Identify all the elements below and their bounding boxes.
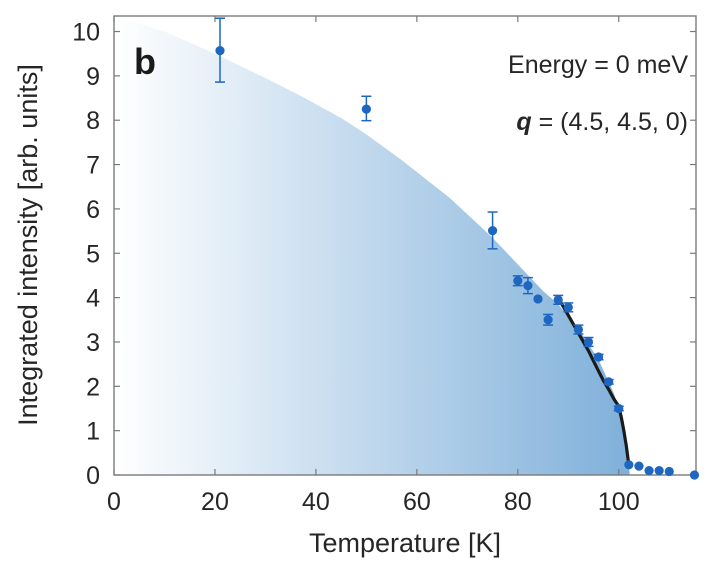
marker [634,461,644,471]
data-point [487,211,498,250]
marker [689,470,700,480]
marker [593,352,604,362]
marker [361,104,371,114]
marker [614,403,624,414]
data-point [573,324,584,335]
data-point [361,95,372,122]
data-point [543,313,554,326]
marker [215,45,225,56]
data-point [512,275,523,287]
fit-line [556,296,631,467]
y-tick-label: 1 [86,418,100,446]
data-point [644,465,654,476]
data-point [553,294,564,306]
data-point [664,466,674,477]
marker [543,315,553,325]
y-tick-label: 10 [72,19,100,47]
y-tick-label: 4 [86,285,100,313]
marker [487,226,498,236]
panel-label: b [134,41,156,82]
energy-annotation: Energy = 0 meV [508,51,688,79]
data-point [533,294,543,304]
y-tick-label: 6 [86,196,100,224]
marker [624,460,634,470]
marker [583,337,594,347]
x-tick-label: 0 [107,488,121,516]
data-point [654,465,664,476]
y-tick-label: 9 [86,63,100,91]
marker [654,465,664,476]
data-point [563,302,574,313]
marker [573,324,583,335]
y-tick-label: 2 [86,373,100,401]
data-point [603,377,614,387]
q-symbol: q [516,108,531,136]
y-tick-label: 0 [86,462,100,490]
marker [553,295,563,305]
data-point [593,352,604,362]
marker [563,302,573,312]
data-point [624,460,634,470]
axes-box [113,15,697,476]
marker [644,465,654,476]
data-point [689,470,700,480]
q-annotation: q = (4.5, 4.5, 0) [516,108,688,136]
y-tick-label: 8 [86,107,100,135]
data-point [215,17,226,83]
x-tick-label: 60 [403,488,431,516]
y-axis-label: Integrated intensity [arb. units] [13,64,43,426]
marker [664,466,674,477]
data-point [634,461,644,471]
q-value: = (4.5, 4.5, 0) [532,108,688,136]
data-points-layer [215,17,700,480]
x-axis-label: Temperature [K] [309,528,501,558]
marker [523,281,533,291]
marker [513,276,523,286]
x-tick-label: 80 [504,488,532,516]
fit-line-layer [556,296,631,467]
y-tick-label: 7 [86,152,100,180]
marker [604,377,614,387]
shaded-area-layer [114,16,630,475]
text-layer: b Energy = 0 meV q = (4.5, 4.5, 0) Tempe… [13,41,688,558]
axes: 0 20 40 60 80 100 0 1 2 3 4 5 6 7 8 9 10 [72,15,697,516]
data-point [613,403,624,414]
x-tick-label: 20 [201,488,229,516]
x-tick-label: 40 [302,488,330,516]
shaded-area [114,16,630,475]
marker [533,294,543,304]
y-tick-label: 3 [86,329,100,357]
data-point [583,336,594,348]
x-tick-label: 100 [598,488,640,516]
y-tick-label: 5 [86,240,100,268]
data-point [522,276,533,295]
